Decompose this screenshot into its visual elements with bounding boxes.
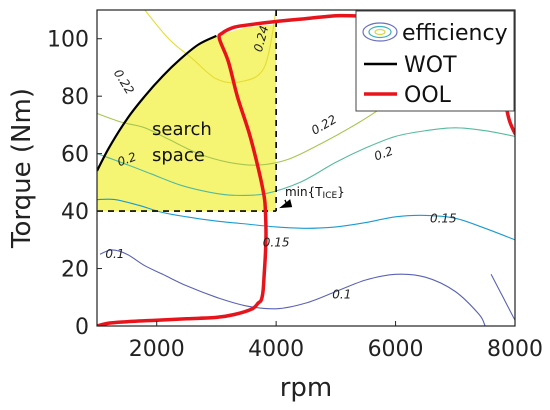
search-space-label: search space [152, 119, 212, 166]
annotation-prefix: min{T [285, 185, 323, 199]
contour-label: 0.15 [430, 211, 457, 225]
contour-line-0-1-1 [490, 274, 515, 321]
contour-label: 0.15 [263, 236, 290, 250]
y-tick-label: 0 [75, 315, 89, 340]
y-axis-ticks: 0 20 40 60 80 100 [47, 28, 102, 340]
x-tick-label: 2000 [129, 337, 185, 362]
legend-item-wot: WOT [364, 53, 457, 78]
contour-label: 0.22 [111, 67, 137, 97]
y-tick-label: 20 [61, 258, 89, 283]
x-tick-label: 8000 [487, 337, 543, 362]
x-tick-label: 6000 [368, 337, 424, 362]
contour-label: 0.1 [105, 247, 124, 261]
y-tick-label: 40 [61, 200, 89, 225]
annotation-text: min{TICE} [285, 185, 345, 201]
series-line-wot [97, 34, 217, 172]
plot-area: 0.1 0.1 0.15 0.15 0.2 0.2 0.22 0.22 0.24 [96, 9, 516, 327]
y-tick-label: 60 [61, 143, 89, 168]
legend-label-efficiency: efficiency [402, 21, 508, 46]
x-tick-label: 4000 [248, 337, 304, 362]
contour-label: 0.1 [332, 287, 351, 301]
series-lines [97, 10, 515, 326]
legend-label-ool: OOL [404, 83, 452, 108]
legend-item-ool: OOL [364, 83, 452, 108]
x-axis-ticks: 2000 4000 6000 8000 [129, 321, 543, 362]
annotation-subscript: ICE [323, 191, 338, 201]
search-space-label-line2: space [152, 145, 205, 166]
y-tick-label: 80 [61, 85, 89, 110]
annotation-arrowhead [279, 199, 293, 209]
y-tick-label: 100 [47, 28, 89, 53]
contour-label: 0.2 [372, 144, 395, 164]
min-tice-annotation: min{TICE} [279, 185, 345, 209]
y-axis-label: Torque (Nm) [7, 88, 37, 249]
annotation-suffix: } [337, 185, 345, 199]
search-space-label-line1: search [152, 119, 212, 140]
legend-item-efficiency: efficiency [362, 21, 508, 46]
contour-line-0-15-0 [97, 198, 515, 241]
contour-line-0-1-0 [99, 249, 486, 326]
legend-label-wot: WOT [404, 53, 457, 78]
contour-line-0-2-0 [97, 127, 515, 197]
contour-swatch-icon [362, 22, 398, 42]
series-line-ool [97, 10, 515, 326]
legend: efficiency WOT OOL [355, 10, 515, 112]
search-space-guides [97, 10, 277, 212]
contour-label: 0.22 [309, 112, 339, 137]
contour-label: 0.24 [251, 24, 271, 53]
contour-label: 0.2 [115, 150, 138, 170]
plot-frame [96, 9, 516, 327]
x-axis-label: rpm [280, 373, 333, 403]
contour-line-0-24-0 [144, 10, 277, 84]
